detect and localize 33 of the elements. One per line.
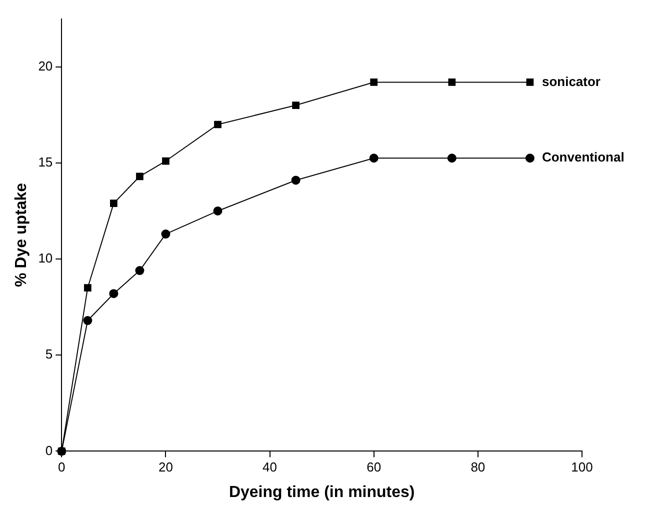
y-axis-title: % Dye uptake bbox=[13, 182, 30, 288]
point bbox=[448, 78, 456, 86]
x-tick-label: 0 bbox=[58, 460, 66, 475]
point bbox=[526, 78, 534, 86]
y-tick-label: 0 bbox=[45, 442, 53, 458]
point bbox=[292, 102, 300, 109]
point bbox=[161, 230, 170, 239]
point bbox=[136, 172, 144, 180]
point bbox=[162, 157, 170, 165]
point bbox=[213, 206, 222, 216]
point bbox=[110, 200, 118, 207]
point bbox=[525, 154, 534, 163]
x-axis-title: Dyeing time (in minutes) bbox=[228, 484, 415, 501]
x-tick-label: 100 bbox=[571, 460, 593, 475]
y-tick-label: 5 bbox=[45, 346, 53, 362]
point bbox=[369, 154, 378, 163]
point bbox=[135, 266, 144, 276]
series-label: Conventional bbox=[542, 150, 624, 165]
point bbox=[214, 120, 222, 128]
point bbox=[109, 289, 118, 298]
x-tick-label: 20 bbox=[158, 460, 173, 475]
x-tick-label: 40 bbox=[262, 460, 278, 475]
point bbox=[83, 316, 92, 326]
y-tick-label: 15 bbox=[38, 154, 53, 170]
point bbox=[447, 154, 456, 163]
x-tick-label: 80 bbox=[470, 460, 486, 475]
point bbox=[370, 78, 378, 86]
point bbox=[291, 176, 300, 185]
series-label: sonicator bbox=[542, 74, 600, 89]
y-tick-label: 10 bbox=[38, 250, 53, 266]
point bbox=[84, 284, 92, 292]
x-tick-label: 60 bbox=[366, 460, 382, 475]
y-tick-label: 20 bbox=[38, 58, 53, 74]
